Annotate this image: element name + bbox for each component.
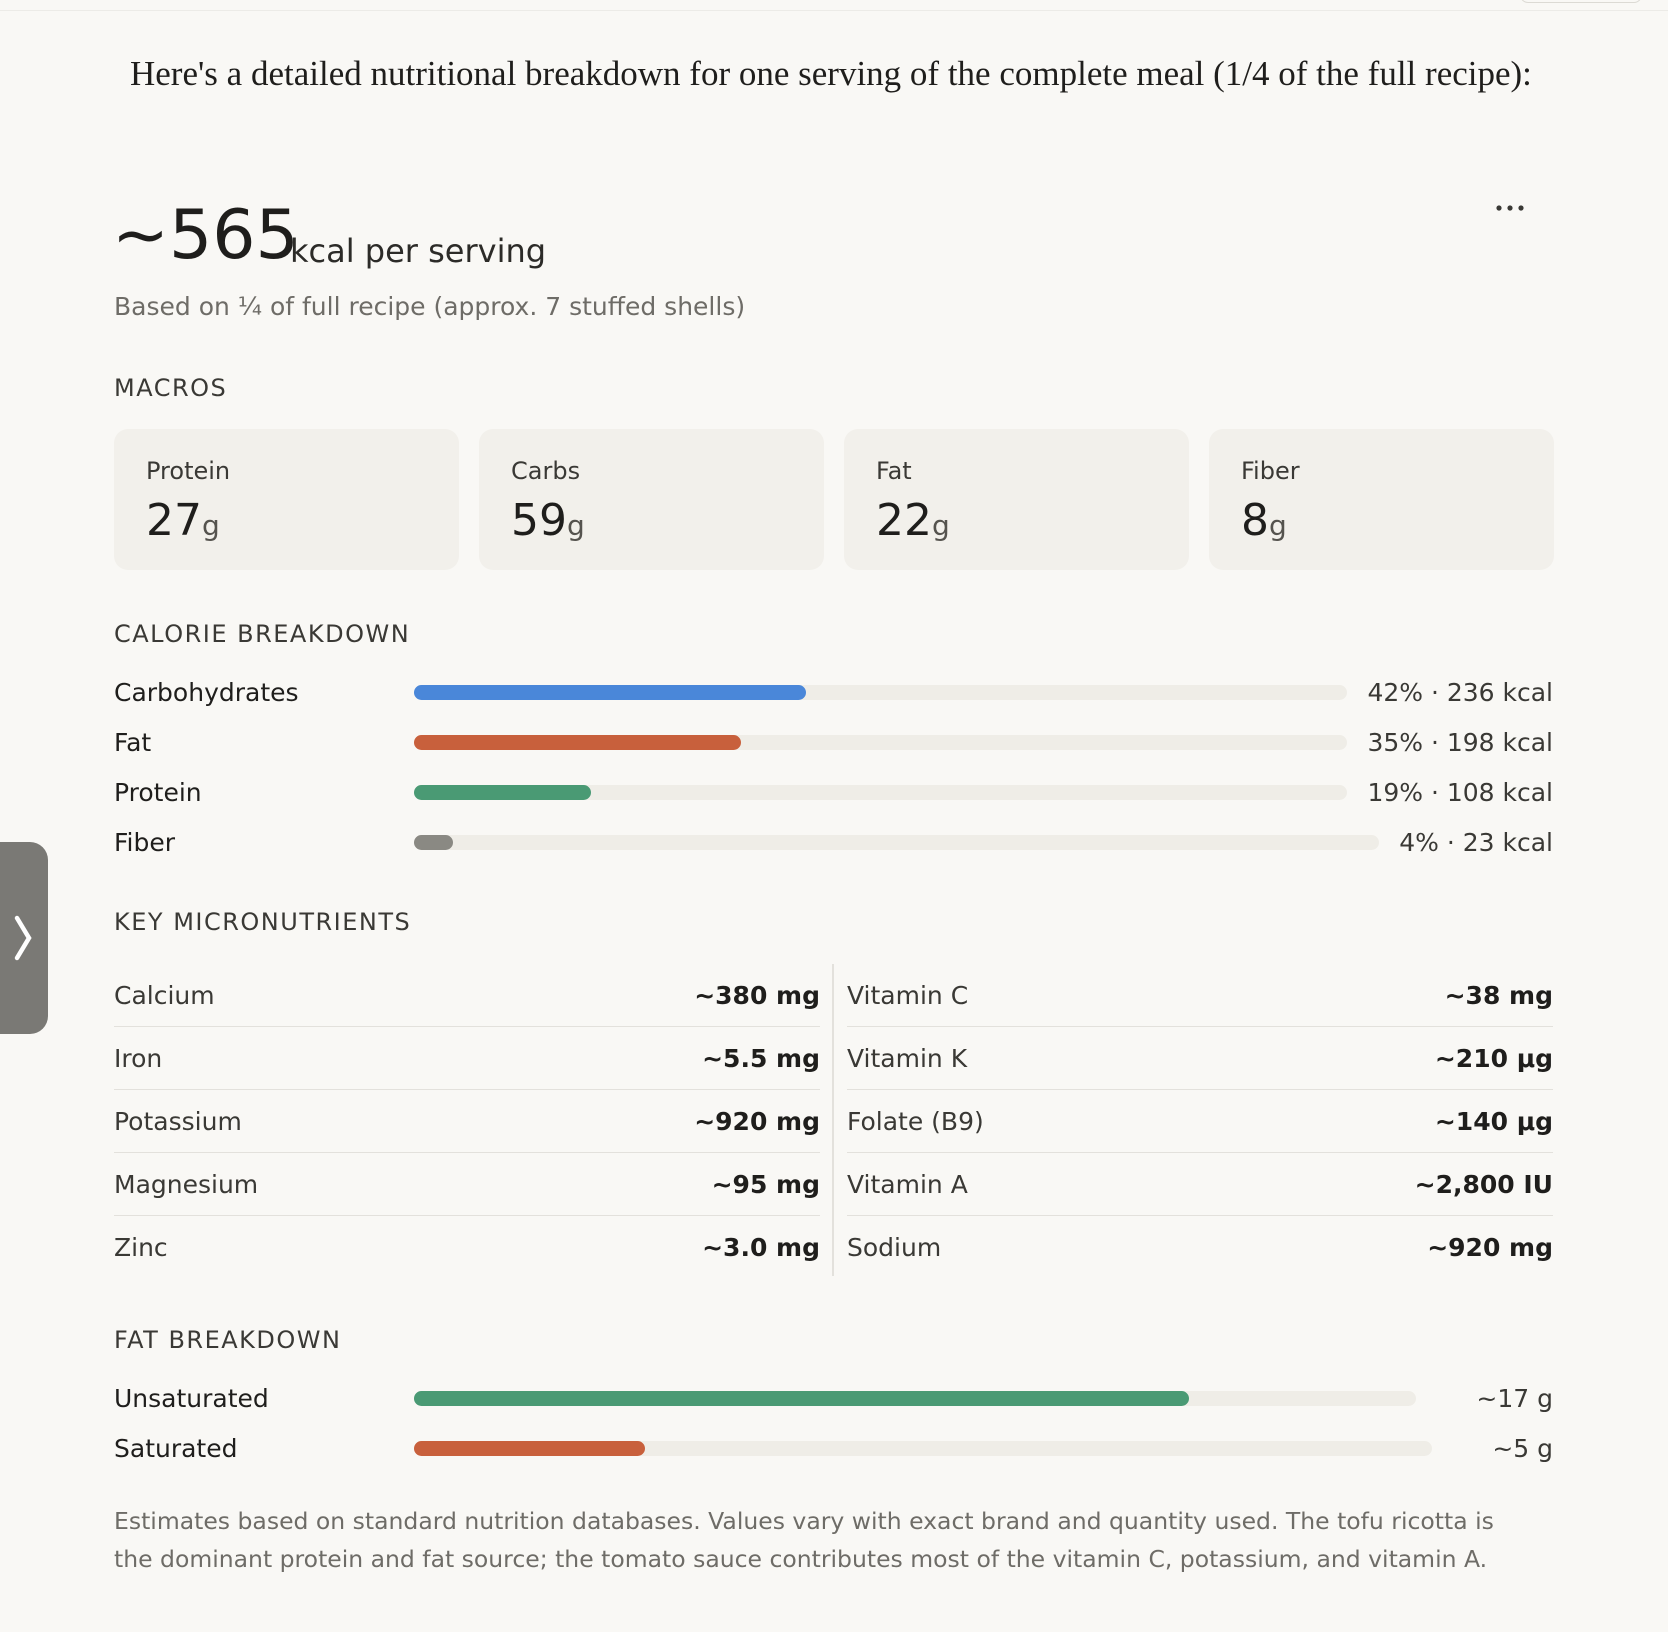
macro-card: Carbs 59g bbox=[479, 429, 824, 570]
row-value: 35% · 198 kcal bbox=[1367, 727, 1553, 757]
bar-track bbox=[414, 1390, 1417, 1406]
row-label: Saturated bbox=[114, 1433, 238, 1463]
section-title: CALORIE BREAKDOWN bbox=[114, 620, 411, 648]
macro-unit: g bbox=[1269, 509, 1287, 542]
macro-value: 22 bbox=[876, 495, 932, 546]
macro-unit: g bbox=[932, 509, 950, 542]
section-title: MACROS bbox=[114, 374, 228, 402]
intro-text: Here's a detailed nutritional breakdown … bbox=[130, 54, 1532, 93]
micro-row: Magnesium ~95 mg bbox=[114, 1153, 820, 1216]
footnote: Estimates based on standard nutrition da… bbox=[114, 1507, 1494, 1573]
bar bbox=[414, 1440, 646, 1456]
micro-row: Potassium ~920 mg bbox=[114, 1090, 820, 1153]
column-divider bbox=[832, 964, 834, 1276]
section-title: FAT BREAKDOWN bbox=[114, 1326, 342, 1354]
fat-row: Unsaturated ~17 g bbox=[114, 1373, 1553, 1423]
micro-name: Magnesium bbox=[114, 1169, 259, 1199]
calorie-amount: ~565 bbox=[112, 196, 299, 275]
top-button[interactable] bbox=[1520, 0, 1642, 3]
breakdown-row: Fiber 4% · 23 kcal bbox=[114, 817, 1553, 867]
micro-row: Calcium ~380 mg bbox=[114, 964, 820, 1027]
row-label: Protein bbox=[114, 777, 202, 807]
macro-unit: g bbox=[567, 509, 585, 542]
micro-name: Iron bbox=[114, 1043, 163, 1073]
micro-name: Vitamin C bbox=[847, 980, 969, 1010]
micro-value: ~95 mg bbox=[711, 1169, 820, 1199]
micro-row: Sodium ~920 mg bbox=[847, 1216, 1553, 1278]
macro-value-group: 8g bbox=[1241, 495, 1287, 546]
macro-value: 8 bbox=[1241, 495, 1269, 546]
macro-card: Fat 22g bbox=[844, 429, 1189, 570]
calorie-unit: kcal per serving bbox=[290, 232, 547, 270]
row-label: Unsaturated bbox=[114, 1383, 269, 1413]
row-value: 19% · 108 kcal bbox=[1367, 777, 1553, 807]
row-label: Carbohydrates bbox=[114, 677, 299, 707]
breakdown-row: Carbohydrates 42% · 236 kcal bbox=[114, 667, 1553, 717]
row-value: ~5 g bbox=[1492, 1433, 1553, 1463]
micro-name: Zinc bbox=[114, 1232, 168, 1262]
calorie-note: Based on ¼ of full recipe (approx. 7 stu… bbox=[114, 292, 746, 321]
bar bbox=[414, 784, 592, 800]
bar-track bbox=[414, 834, 1380, 850]
micro-name: Folate (B9) bbox=[847, 1106, 984, 1136]
micro-name: Vitamin A bbox=[847, 1169, 968, 1199]
macro-value-group: 59g bbox=[511, 495, 585, 546]
bar-track bbox=[414, 734, 1348, 750]
macro-value-group: 27g bbox=[146, 495, 220, 546]
side-tab[interactable] bbox=[0, 842, 48, 1034]
macro-card: Protein 27g bbox=[114, 429, 459, 570]
macro-name: Fat bbox=[876, 457, 912, 485]
macro-value: 27 bbox=[146, 495, 202, 546]
micro-value: ~210 μg bbox=[1434, 1043, 1553, 1073]
macro-value: 59 bbox=[511, 495, 567, 546]
micro-row: Vitamin K ~210 μg bbox=[847, 1027, 1553, 1090]
bar-track bbox=[414, 684, 1348, 700]
micro-value: ~5.5 mg bbox=[702, 1043, 820, 1073]
micro-value: ~380 mg bbox=[694, 980, 820, 1010]
bar bbox=[414, 834, 453, 850]
fat-row: Saturated ~5 g bbox=[114, 1423, 1553, 1473]
breakdown-row: Fat 35% · 198 kcal bbox=[114, 717, 1553, 767]
micro-row: Vitamin A ~2,800 IU bbox=[847, 1153, 1553, 1216]
micro-value: ~140 μg bbox=[1434, 1106, 1553, 1136]
row-label: Fiber bbox=[114, 827, 176, 857]
macro-card: Fiber 8g bbox=[1209, 429, 1554, 570]
bar-track bbox=[414, 784, 1348, 800]
micro-value: ~920 mg bbox=[694, 1106, 820, 1136]
macro-name: Fiber bbox=[1241, 457, 1300, 485]
micro-value: ~920 mg bbox=[1427, 1232, 1553, 1262]
micro-row: Vitamin C ~38 mg bbox=[847, 964, 1553, 1027]
row-label: Fat bbox=[114, 727, 152, 757]
micro-name: Calcium bbox=[114, 980, 215, 1010]
bar-track bbox=[414, 1440, 1433, 1456]
micro-name: Sodium bbox=[847, 1232, 942, 1262]
row-value: 4% · 23 kcal bbox=[1399, 827, 1553, 857]
macro-unit: g bbox=[202, 509, 220, 542]
micro-value: ~38 mg bbox=[1444, 980, 1553, 1010]
bar bbox=[414, 1390, 1189, 1406]
section-title: KEY MICRONUTRIENTS bbox=[114, 908, 412, 936]
row-value: ~17 g bbox=[1476, 1383, 1553, 1413]
micro-column: Vitamin C ~38 mg Vitamin K ~210 μg Folate (B… bbox=[847, 964, 1553, 1278]
more-menu[interactable] bbox=[1492, 198, 1532, 218]
micro-value: ~3.0 mg bbox=[702, 1232, 820, 1262]
micro-row: Iron ~5.5 mg bbox=[114, 1027, 820, 1090]
bar bbox=[414, 684, 807, 700]
macro-name: Carbs bbox=[511, 457, 581, 485]
macro-value-group: 22g bbox=[876, 495, 950, 546]
top-divider bbox=[0, 10, 1668, 11]
micro-column: Calcium ~380 mg Iron ~5.5 mg Potassium ~920 m… bbox=[114, 964, 820, 1278]
row-value: 42% · 236 kcal bbox=[1367, 677, 1553, 707]
macro-name: Protein bbox=[146, 457, 231, 485]
micro-name: Potassium bbox=[114, 1106, 242, 1136]
micro-row: Folate (B9) ~140 μg bbox=[847, 1090, 1553, 1153]
micro-name: Vitamin K bbox=[847, 1043, 968, 1073]
breakdown-row: Protein 19% · 108 kcal bbox=[114, 767, 1553, 817]
micro-row: Zinc ~3.0 mg bbox=[114, 1216, 820, 1278]
micro-value: ~2,800 IU bbox=[1414, 1169, 1553, 1199]
bar bbox=[414, 734, 741, 750]
